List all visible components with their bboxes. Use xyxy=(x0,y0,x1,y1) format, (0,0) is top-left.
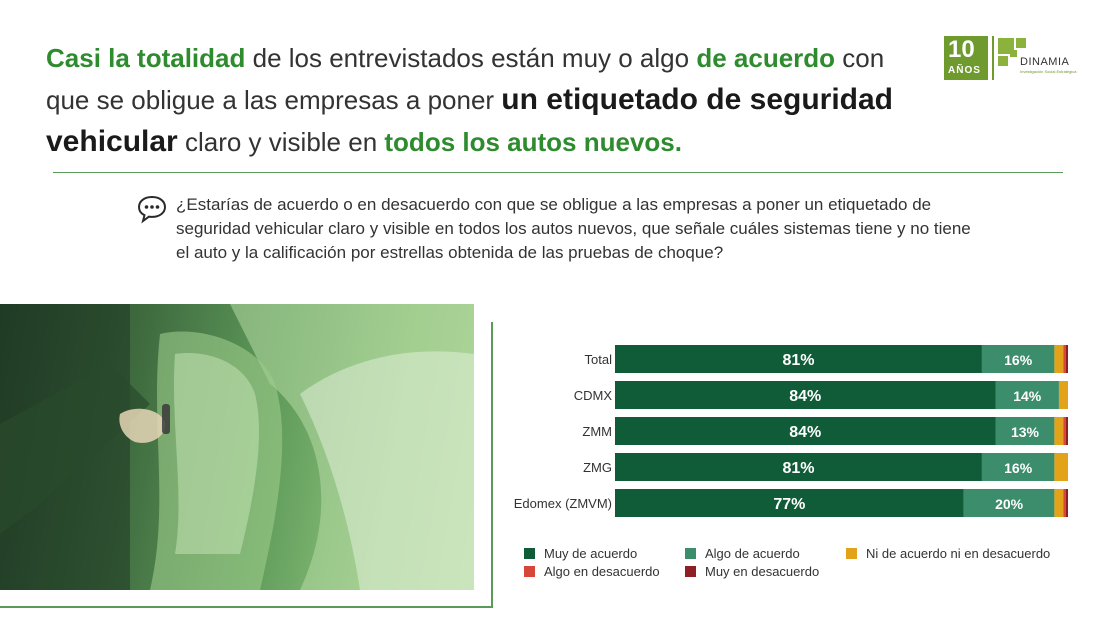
headline: Casi la totalidad de los entrevistados e… xyxy=(46,38,926,163)
logo-square xyxy=(1016,38,1026,48)
bar-segment xyxy=(1065,345,1068,373)
logo-tagline: Investigación Social Estratégica xyxy=(1020,69,1077,74)
legend-item: Muy de acuerdo xyxy=(524,546,637,561)
headline-part: Casi la totalidad xyxy=(46,43,246,73)
bar-segment xyxy=(615,489,964,517)
bar-segment xyxy=(1058,381,1068,409)
category-label: Edomex (ZMVM) xyxy=(514,496,612,511)
photo-frame-vertical xyxy=(491,322,493,608)
headline-part: claro y visible en xyxy=(177,127,385,157)
anniversary-badge: 10 AÑOS xyxy=(944,36,988,80)
stacked-bar-chart: Total 81% 16% CDMX 84% 14% ZMM 84% 13% ZMG 81% 16% E… xyxy=(514,345,1068,517)
chat-bubble-icon xyxy=(137,195,167,224)
bar-segment xyxy=(995,417,1055,445)
bar-segment xyxy=(1054,453,1068,481)
category-label: CDMX xyxy=(574,388,613,403)
legend-label: Algo en desacuerdo xyxy=(544,564,660,579)
bar-segment xyxy=(615,345,982,373)
legend-swatch xyxy=(846,548,857,559)
data-label: 16% xyxy=(1004,352,1033,368)
header-divider xyxy=(53,172,1063,173)
anniversary-number: 10 xyxy=(948,36,975,63)
legend-label: Algo de acuerdo xyxy=(705,546,800,561)
data-label: 13% xyxy=(1011,424,1040,440)
data-label: 14% xyxy=(1013,388,1042,404)
bar-segment xyxy=(981,453,1055,481)
data-label: 77% xyxy=(773,496,805,513)
data-label: 84% xyxy=(789,424,821,441)
photo-illustration xyxy=(0,304,474,590)
bar-segment xyxy=(995,381,1059,409)
bar-segment xyxy=(1054,417,1064,445)
photo-frame-horizontal xyxy=(0,606,493,608)
logo-square xyxy=(998,56,1008,66)
bar-segment xyxy=(981,345,1055,373)
photo-car-key-handover xyxy=(0,304,474,590)
headline-part: con que se obligue a las empresas a pone… xyxy=(46,43,885,115)
bar-segment xyxy=(1063,345,1066,373)
legend-label: Ni de acuerdo ni en desacuerdo xyxy=(866,546,1051,561)
anniversary-label: AÑOS xyxy=(948,65,981,76)
data-label: 84% xyxy=(789,388,821,405)
category-label: Total xyxy=(585,352,613,367)
data-label: 81% xyxy=(782,352,814,369)
logo-brand: DINAMIA xyxy=(1020,56,1070,68)
data-label: 16% xyxy=(1004,460,1033,476)
legend-swatch xyxy=(524,548,535,559)
bar-segment xyxy=(615,381,996,409)
headline-part: de los entrevistados están muy o algo xyxy=(245,43,697,73)
data-label: 20% xyxy=(995,496,1024,512)
bar-segment xyxy=(1065,417,1068,445)
legend-item: Algo en desacuerdo xyxy=(524,564,660,579)
headline-part: de acuerdo xyxy=(696,43,836,73)
legend-swatch xyxy=(685,566,696,577)
logo-square xyxy=(1010,50,1017,57)
dinamia-logo: 10 AÑOS DINAMIA Investigación Social Est… xyxy=(944,36,1076,82)
headline-part: todos los autos nuevos. xyxy=(384,127,682,157)
category-label: ZMG xyxy=(583,460,612,475)
logo-separator xyxy=(992,36,994,80)
legend-item: Algo de acuerdo xyxy=(685,546,800,561)
chart-legend: Muy de acuerdo Algo de acuerdo Ni de acuer… xyxy=(524,546,1084,586)
legend-swatch xyxy=(524,566,535,577)
legend-item: Muy en desacuerdo xyxy=(685,564,819,579)
bar-segment xyxy=(615,417,996,445)
bar-segment xyxy=(1063,489,1066,517)
data-label: 81% xyxy=(782,460,814,477)
bar-segment xyxy=(1054,345,1064,373)
bar-segment xyxy=(963,489,1055,517)
bar-segment xyxy=(615,453,982,481)
category-label: ZMM xyxy=(582,424,612,439)
survey-question: ¿Estarías de acuerdo o en desacuerdo con… xyxy=(176,195,971,262)
headline-part: un etiquetado de seguridad vehicular xyxy=(46,83,893,158)
legend-swatch xyxy=(685,548,696,559)
bar-segment xyxy=(1065,489,1068,517)
legend-item: Ni de acuerdo ni en desacuerdo xyxy=(846,546,1050,561)
bar-segment xyxy=(1063,417,1066,445)
bar-segment xyxy=(1054,489,1064,517)
legend-label: Muy de acuerdo xyxy=(544,546,638,561)
legend-label: Muy en desacuerdo xyxy=(705,564,820,579)
